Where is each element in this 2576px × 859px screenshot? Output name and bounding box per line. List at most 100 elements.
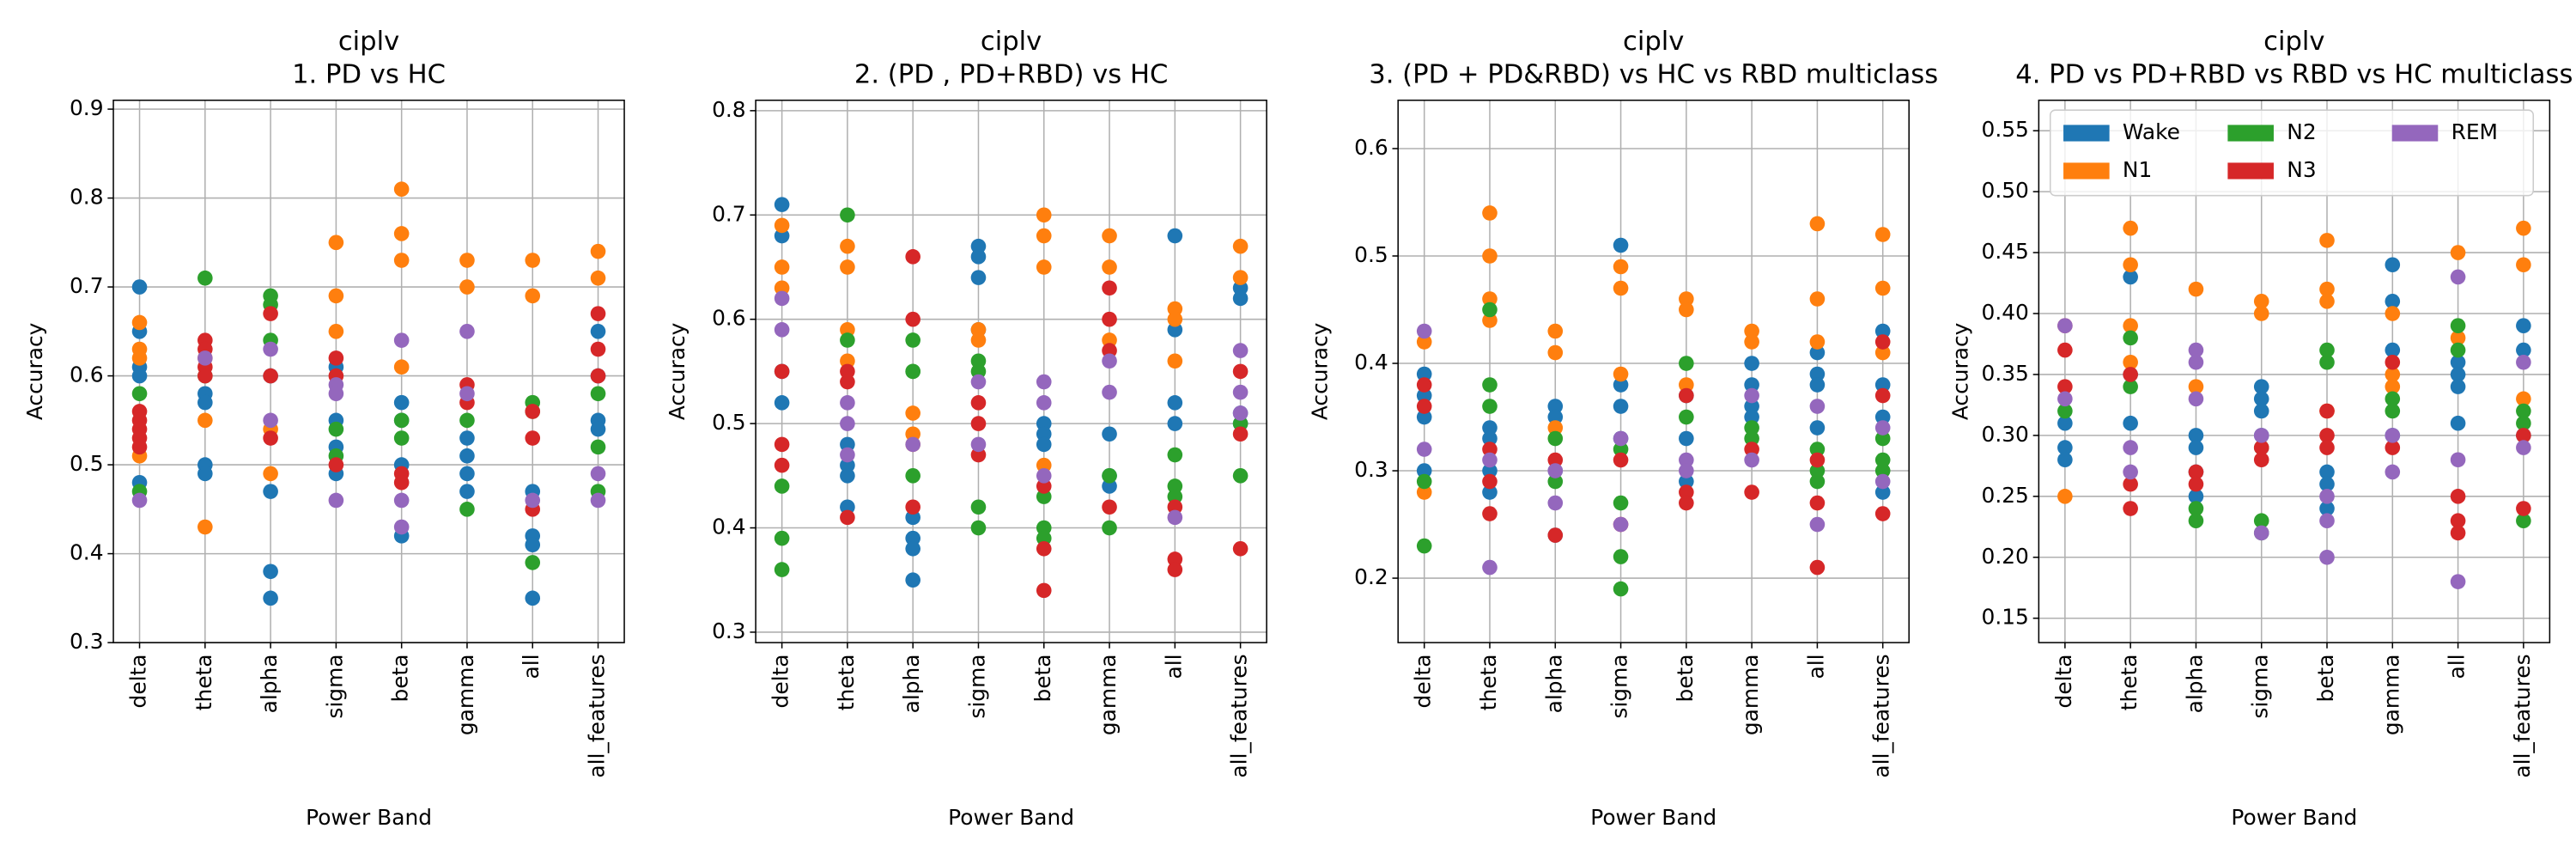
- point: [1809, 344, 1826, 361]
- y-tick-label: 0.4: [70, 540, 104, 565]
- point: [2319, 233, 2335, 248]
- point: [131, 492, 148, 509]
- legend-swatch: [2227, 125, 2274, 142]
- point: [2319, 403, 2335, 419]
- x-tick-label: all_features: [585, 654, 610, 777]
- y-tick-label: 0.4: [1354, 350, 1388, 375]
- chart-title: ciplv: [2263, 27, 2324, 57]
- point: [393, 430, 410, 446]
- point: [590, 306, 606, 321]
- y-tick-label: 0.7: [712, 201, 746, 226]
- point: [1547, 409, 1564, 425]
- point: [263, 341, 278, 357]
- point: [590, 421, 606, 437]
- point: [1416, 366, 1432, 382]
- point: [1874, 473, 1891, 490]
- point: [263, 412, 278, 429]
- y-tick-label: 0.6: [1354, 135, 1388, 160]
- point: [393, 519, 410, 535]
- point: [1874, 323, 1891, 339]
- point: [2450, 367, 2466, 382]
- point: [328, 421, 344, 437]
- point: [1547, 323, 1564, 339]
- legend-label: N3: [2287, 157, 2316, 182]
- point: [2385, 342, 2401, 358]
- point: [2385, 354, 2401, 370]
- point: [1036, 436, 1052, 453]
- point: [1744, 356, 1759, 371]
- point: [970, 249, 987, 265]
- subplot: 0.3 0.4 0.5 0.6 0.7 0.8 0.9 delta theta alpha sigm…: [22, 27, 625, 830]
- point: [1167, 499, 1183, 515]
- point: [1613, 399, 1629, 414]
- point: [1547, 495, 1564, 511]
- point: [1036, 457, 1052, 473]
- point: [328, 492, 344, 509]
- point: [393, 394, 410, 411]
- point: [840, 457, 855, 473]
- point: [2188, 342, 2204, 358]
- point: [840, 207, 855, 223]
- point: [1744, 399, 1759, 414]
- point: [1874, 280, 1891, 296]
- point: [2385, 428, 2401, 443]
- point: [1809, 516, 1826, 533]
- y-axis-label: Accuracy: [1947, 323, 1972, 420]
- legend-label: N1: [2123, 157, 2152, 182]
- point: [1102, 343, 1117, 358]
- point: [131, 314, 148, 331]
- point: [2385, 391, 2401, 407]
- point: [1482, 248, 1498, 264]
- point: [774, 478, 790, 494]
- point: [1613, 259, 1629, 275]
- point: [197, 466, 213, 482]
- point: [840, 353, 855, 369]
- point: [2253, 440, 2269, 455]
- x-tick-label: all_features: [1227, 654, 1252, 777]
- point: [197, 270, 213, 286]
- point: [2450, 489, 2466, 504]
- x-tick-label: alpha: [2182, 654, 2207, 713]
- point: [1167, 353, 1183, 369]
- x-tick-label: beta: [2313, 654, 2338, 702]
- point: [1547, 344, 1564, 361]
- point: [2450, 269, 2466, 285]
- chart-title: ciplv: [981, 27, 1042, 57]
- point: [2319, 354, 2335, 370]
- y-tick-label: 0.25: [1982, 483, 2029, 508]
- point: [2188, 391, 2204, 407]
- point: [1547, 399, 1564, 414]
- point: [1613, 516, 1629, 533]
- point: [2385, 367, 2401, 382]
- point: [2188, 464, 2204, 480]
- point: [2319, 281, 2335, 297]
- point: [459, 279, 475, 295]
- point: [1036, 520, 1052, 536]
- point: [1232, 384, 1249, 400]
- point: [1744, 420, 1759, 436]
- point: [2188, 281, 2204, 297]
- point: [1167, 509, 1183, 526]
- point: [1036, 395, 1052, 411]
- point: [1874, 227, 1891, 242]
- point: [1036, 468, 1052, 484]
- point: [2057, 452, 2073, 468]
- point: [2188, 428, 2204, 443]
- point: [1809, 334, 1826, 350]
- point: [905, 436, 920, 453]
- point: [1547, 527, 1564, 543]
- point: [970, 332, 987, 348]
- point: [2123, 330, 2138, 346]
- point: [1679, 387, 1694, 404]
- point: [2188, 354, 2204, 370]
- point: [1482, 420, 1498, 436]
- y-tick-label: 0.15: [1982, 605, 2029, 630]
- point: [1482, 463, 1498, 478]
- x-tick-label: theta: [834, 654, 859, 710]
- point: [1482, 377, 1498, 393]
- point: [1102, 468, 1117, 484]
- point: [2516, 501, 2531, 516]
- point: [840, 238, 855, 254]
- point: [840, 332, 855, 348]
- legend-swatch: [2391, 125, 2439, 142]
